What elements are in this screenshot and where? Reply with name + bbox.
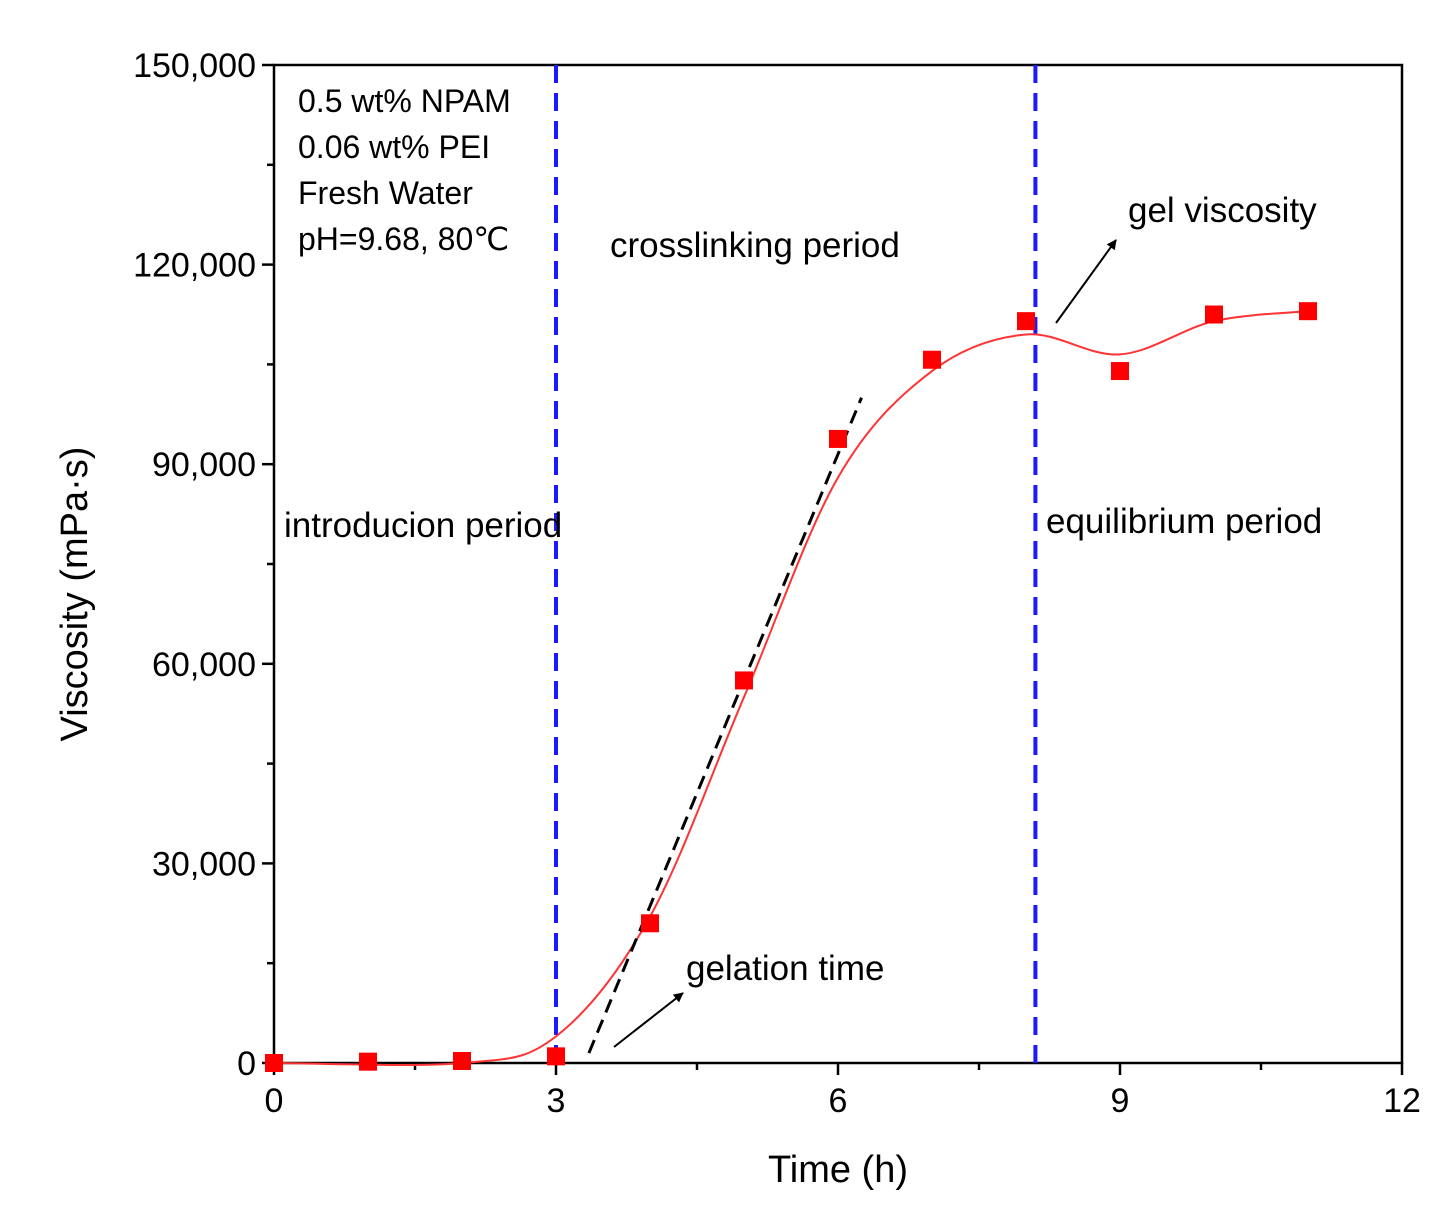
x-axis-title: Time (h) — [768, 1149, 908, 1191]
crosslinking-period-label: crosslinking period — [610, 226, 900, 265]
x-axis-tick-labels: 0 3 6 9 12 — [265, 1082, 1421, 1120]
introduction-period-label: introducion period — [284, 506, 562, 545]
data-point — [923, 350, 941, 369]
y-tick-label: 120,000 — [133, 247, 256, 285]
fitted-curve — [273, 310, 1309, 1066]
x-tick-label: 6 — [829, 1082, 848, 1120]
y-axis-title: Viscosity (mPa·s) — [54, 447, 96, 742]
y-axis-tick-labels: 0 30,000 60,000 90,000 120,000 150,000 — [133, 47, 256, 1083]
gelation-time-arrow — [613, 992, 684, 1048]
y-tick-label: 0 — [237, 1045, 256, 1083]
tangent-line-layer — [587, 397, 863, 1054]
x-tick-label: 9 — [1111, 1082, 1130, 1120]
data-point — [735, 671, 753, 690]
data-point — [1017, 312, 1035, 331]
gel-viscosity-arrow — [1055, 239, 1117, 324]
data-points — [265, 302, 1317, 1072]
gelation-time-label: gelation time — [686, 949, 884, 988]
data-point — [1299, 302, 1317, 321]
data-point — [547, 1047, 565, 1066]
data-point — [359, 1052, 377, 1071]
condition-ph-temp: pH=9.68, 80℃ — [298, 221, 509, 257]
fitted-curve-layer — [273, 310, 1309, 1066]
period-divider-lines — [554, 65, 1038, 1063]
condition-water: Fresh Water — [298, 175, 473, 211]
condition-polymer: 0.5 wt% NPAM — [298, 83, 511, 119]
data-point — [641, 914, 659, 933]
data-point — [1111, 362, 1129, 381]
tangent-line — [587, 397, 863, 1054]
data-point — [265, 1054, 283, 1072]
data-point — [1205, 305, 1223, 324]
x-tick-label: 3 — [547, 1082, 566, 1120]
y-tick-label: 150,000 — [133, 47, 256, 85]
condition-crosslinker: 0.06 wt% PEI — [298, 129, 490, 165]
data-point — [829, 429, 847, 448]
data-point — [453, 1052, 471, 1071]
x-tick-label: 12 — [1383, 1082, 1421, 1120]
x-tick-label: 0 — [265, 1082, 284, 1120]
equilibrium-period-label: equilibrium period — [1046, 502, 1322, 541]
y-tick-label: 90,000 — [152, 446, 256, 484]
gel-viscosity-label: gel viscosity — [1128, 191, 1317, 230]
y-tick-label: 60,000 — [152, 646, 256, 684]
y-tick-label: 30,000 — [152, 845, 256, 883]
